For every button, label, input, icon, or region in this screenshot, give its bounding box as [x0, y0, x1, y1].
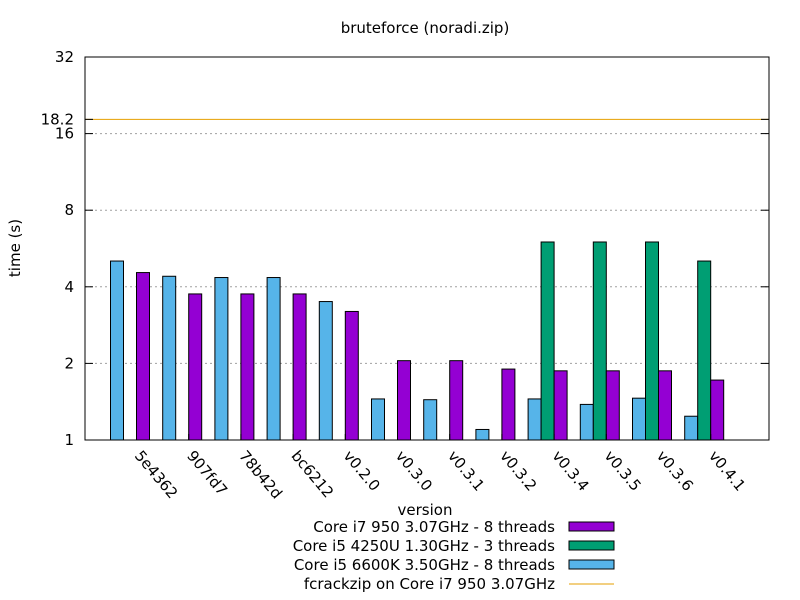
- x-tick-label: 78b42d: [235, 447, 286, 502]
- bar-0-9: [605, 370, 620, 441]
- bar-2-5: [371, 398, 385, 441]
- bar-0-4: [344, 310, 359, 441]
- bar-0-2: [240, 293, 255, 441]
- x-tick-label: v0.3.2: [496, 447, 540, 495]
- x-tick-label: v0.3.6: [653, 447, 697, 495]
- bar-0-7: [501, 368, 516, 441]
- legend-label: Core i5 4250U 1.30GHz - 3 threads: [293, 537, 555, 555]
- legend-swatch: [568, 540, 615, 551]
- legend-label: Core i5 6600K 3.50GHz - 8 threads: [294, 556, 555, 574]
- bar-2-8: [527, 398, 542, 441]
- bar-1-10: [645, 241, 659, 441]
- bar-0-0: [136, 272, 150, 441]
- y-tick-label: 1: [64, 431, 74, 449]
- legend-label: Core i7 950 3.07GHz - 8 threads: [313, 518, 555, 536]
- bar-2-9: [579, 403, 594, 441]
- x-tick-label: bc6212: [288, 447, 338, 501]
- plot-frame: [84, 56, 770, 441]
- legend-swatch: [568, 521, 615, 532]
- bar-0-10: [658, 370, 672, 441]
- y-tick-label: 16: [55, 125, 74, 143]
- x-tick-label: v0.3.1: [444, 447, 488, 495]
- bar-2-4: [318, 301, 333, 441]
- x-tick-label: v0.3.0: [392, 447, 436, 495]
- y-tick-label: 2: [64, 354, 74, 372]
- x-tick-label: 907fd7: [183, 447, 231, 499]
- bar-2-2: [214, 277, 229, 441]
- bar-1-8: [540, 241, 555, 441]
- x-tick-label: v0.2.0: [340, 447, 384, 495]
- grid-lines: [85, 133, 769, 364]
- bar-2-1: [162, 275, 177, 441]
- bar-2-0: [110, 260, 124, 441]
- bar-0-1: [188, 293, 203, 441]
- legend-label: fcrackzip on Core i7 950 3.07GHz: [304, 575, 555, 593]
- y-tick-label: 8: [64, 201, 74, 219]
- y-tick-label: 18.2: [41, 110, 74, 128]
- chart-title: bruteforce (noradi.zip): [341, 19, 510, 37]
- x-tick-label: v0.4.1: [705, 447, 749, 495]
- y-tick-label: 32: [55, 48, 74, 66]
- bar-1-11: [697, 260, 712, 441]
- bar-2-6: [423, 399, 438, 441]
- y-tick-label: 4: [64, 278, 74, 296]
- bar-0-5: [397, 360, 411, 441]
- y-axis-label: time (s): [6, 219, 24, 277]
- bar-2-7: [475, 428, 490, 441]
- bar-0-8: [553, 370, 568, 441]
- x-axis-label: version: [398, 501, 453, 519]
- bar-1-9: [592, 241, 607, 441]
- bar-2-10: [632, 397, 646, 441]
- bar-0-3: [292, 293, 307, 441]
- bars-group: [110, 241, 725, 441]
- x-tick-label: v0.3.4: [549, 447, 593, 495]
- x-tick-label: v0.3.5: [601, 447, 645, 495]
- bar-0-6: [449, 360, 464, 441]
- bar-2-11: [684, 415, 699, 441]
- legend-swatch: [568, 559, 615, 570]
- bar-0-11: [710, 379, 725, 441]
- bar-2-3: [266, 277, 281, 441]
- x-axis-ticks: 5e4362 907fd7 78b42d bc6212 v0.2.0 v0.3.0 v0.3…: [131, 434, 749, 502]
- x-tick-label: 5e4362: [131, 447, 181, 502]
